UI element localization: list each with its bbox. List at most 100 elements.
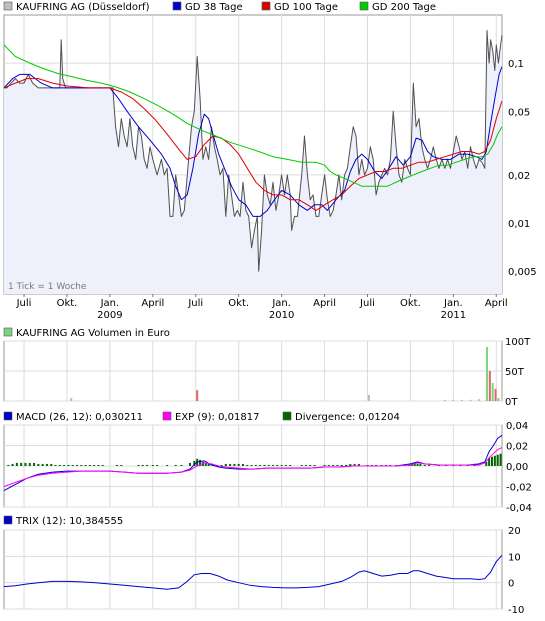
divergence-bar — [280, 464, 283, 466]
x-tick-label: Juli — [16, 298, 32, 309]
price-y-axis: 0,005 0,01 0,02 0,05 0,1 — [508, 59, 537, 278]
trix-series-group — [3, 554, 503, 590]
legend-label: Divergence: 0,01204 — [295, 412, 400, 423]
year-label: 2009 — [97, 310, 122, 321]
legend-swatch — [3, 411, 13, 421]
divergence-bar — [370, 464, 373, 466]
divergence-bar — [137, 464, 140, 466]
series-line-gd-1 — [3, 66, 503, 217]
divergence-bar — [267, 464, 270, 466]
divergence-bar — [345, 464, 348, 466]
series-line-gd-2 — [3, 78, 503, 211]
legend-swatch — [172, 1, 182, 11]
divergence-bar — [423, 464, 426, 466]
x-tick-label: Okt. — [228, 298, 249, 309]
y-tick-label: 0,01 — [508, 219, 530, 230]
volume-bar — [367, 395, 370, 401]
divergence-bar — [199, 459, 202, 466]
volume-y-axis: 0T 50T 100T — [505, 337, 531, 408]
divergence-bar — [141, 464, 144, 466]
y-tick-label: 0T — [505, 397, 518, 408]
divergence-bar — [11, 463, 14, 466]
divergence-bar — [45, 463, 48, 466]
y-tick-label: 0,02 — [508, 171, 530, 182]
divergence-bar — [233, 463, 236, 466]
divergence-bar — [395, 464, 398, 466]
y-tick-label: 0,00 — [506, 462, 528, 473]
divergence-bar — [24, 462, 27, 466]
y-tick-label: 10 — [508, 552, 521, 563]
divergence-bar — [146, 464, 149, 466]
volume-bar — [485, 347, 488, 401]
divergence-bar — [97, 464, 100, 466]
macd-y-axis: -0,04 -0,02 0,00 0,02 0,04 — [506, 421, 532, 514]
year-label: 2010 — [269, 310, 294, 321]
divergence-bar — [250, 464, 253, 466]
divergence-bar — [366, 464, 369, 466]
y-tick-label: 50T — [505, 367, 525, 378]
divergence-bar — [340, 464, 343, 466]
volume-bars-group — [70, 347, 500, 401]
volume-bar — [70, 398, 73, 401]
volume-bar — [488, 371, 491, 401]
y-tick-label: -0,02 — [506, 483, 532, 494]
divergence-bar — [28, 462, 31, 466]
tick-note: 1 Tick = 1 Woche — [8, 282, 87, 292]
volume-bar — [196, 390, 199, 401]
divergence-bar — [241, 463, 244, 466]
divergence-bar — [71, 464, 74, 466]
divergence-bar — [263, 464, 266, 466]
volume-bar — [460, 399, 463, 401]
trix-y-axis: -10 0 10 20 — [508, 526, 524, 616]
x-tick-label: April — [485, 298, 508, 309]
divergence-bar — [151, 464, 154, 466]
divergence-bar — [120, 464, 123, 466]
divergence-bar — [353, 463, 356, 466]
volume-bar — [469, 399, 472, 401]
y-tick-label: 0,04 — [506, 421, 528, 432]
divergence-bar — [246, 464, 249, 466]
divergence-bar — [174, 464, 177, 466]
divergence-bar — [496, 454, 499, 466]
price-series-group — [3, 30, 503, 294]
y-tick-label: 0,005 — [508, 267, 537, 278]
divergence-bar — [33, 462, 36, 466]
y-tick-label: -0,04 — [506, 503, 532, 514]
divergence-bar — [349, 463, 352, 466]
volume-panel: 0T 50T 100T KAUFRING AG Volumen in Euro — [3, 327, 531, 408]
legend-label: GD 100 Tage — [274, 2, 338, 13]
divergence-bar — [323, 464, 326, 466]
legend-swatch — [282, 411, 292, 421]
divergence-bar — [58, 464, 61, 466]
divergence-bar — [380, 464, 383, 466]
divergence-bar — [224, 463, 227, 466]
macd-series-group — [3, 434, 503, 492]
divergence-bar — [189, 462, 192, 466]
divergence-bar — [490, 456, 493, 466]
legend-swatch — [3, 515, 13, 525]
divergence-bar — [309, 464, 312, 466]
divergence-bar — [375, 464, 378, 466]
trix-panel: -10 0 10 20 TRIX (12): 10,384555 — [3, 515, 524, 616]
volume-bar — [478, 399, 481, 401]
divergence-bar — [385, 464, 388, 466]
divergence-bar — [15, 462, 18, 466]
trix-legend: TRIX (12): 10,384555 — [3, 515, 123, 527]
divergence-bar — [84, 464, 87, 466]
y-tick-label: 0,02 — [506, 442, 528, 453]
divergence-bar — [300, 464, 303, 466]
divergence-bar — [413, 462, 416, 466]
y-tick-label: 0,05 — [508, 107, 530, 118]
divergence-bar — [357, 463, 360, 466]
series-line-gd-3 — [3, 44, 503, 187]
divergence-bar — [101, 464, 104, 466]
divergence-bar — [20, 462, 23, 466]
price-area-fill — [4, 30, 502, 294]
divergence-bar — [37, 463, 40, 466]
price-legend: KAUFRING AG (Düsseldorf) GD 38 Tage GD 100… — [3, 1, 436, 13]
legend-label: MACD (26, 12): 0,030211 — [16, 412, 143, 423]
divergence-bar — [336, 464, 339, 466]
divergence-bar — [284, 464, 287, 466]
volume-bar — [497, 398, 500, 401]
